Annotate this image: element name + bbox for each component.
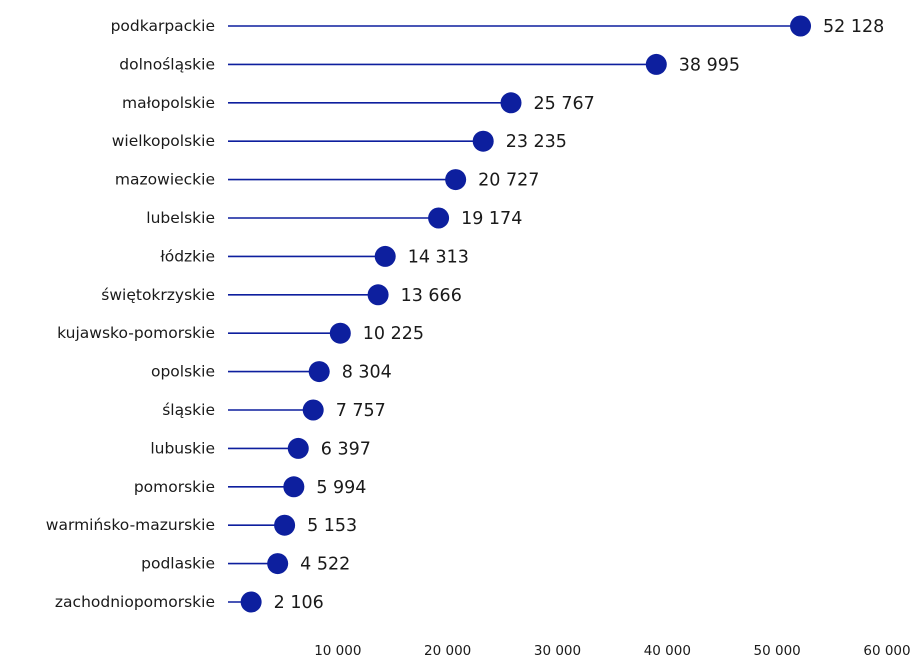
lollipop-dot [308,361,330,383]
category-label: podkarpackie [111,17,215,35]
value-label: 4 522 [300,555,350,575]
x-axis-ticks: 10 000 20 000 30 000 40 000 50 000 60 000 [314,643,910,659]
x-tick-label: 30 000 [534,643,581,659]
lollipop-dot [790,15,812,37]
data-row: kujawsko-pomorskie 10 225 [57,322,424,344]
category-label: łódzkie [160,247,215,265]
data-row: podkarpackie 52 128 [111,15,884,37]
lollipop-dot [367,284,389,306]
data-row: podlaskie 4 522 [141,553,350,575]
value-label: 5 153 [307,516,357,536]
lollipop-dot [445,169,467,191]
data-row: małopolskie 25 767 [122,92,595,114]
data-row: warmińsko-mazurskie 5 153 [46,514,357,536]
lollipop-dot [645,53,667,75]
category-label: opolskie [151,363,215,381]
category-label: świętokrzyskie [101,286,215,304]
data-row: świętokrzyskie 13 666 [101,284,462,306]
value-label: 25 767 [534,94,595,114]
value-label: 14 313 [408,247,469,267]
category-label: mazowieckie [115,171,215,189]
data-row: lubuskie 6 397 [150,437,371,459]
data-row: opolskie 8 304 [151,361,392,383]
data-row: wielkopolskie 23 235 [112,130,567,152]
category-label: zachodniopomorskie [55,593,215,611]
value-label: 5 994 [316,478,366,498]
category-label: pomorskie [134,478,215,496]
lollipop-dot [274,514,296,536]
value-label: 19 174 [461,209,522,229]
value-label: 13 666 [401,286,462,306]
category-label: małopolskie [122,94,215,112]
lollipop-dot [302,399,324,421]
value-label: 38 995 [679,55,740,75]
lollipop-dot [329,322,351,344]
lollipop-dot [283,476,305,498]
value-label: 6 397 [321,439,371,459]
data-row: łódzkie 14 313 [160,245,469,267]
lollipop-dot [287,437,309,459]
data-row: śląskie 7 757 [162,399,386,421]
category-label: warmińsko-mazurskie [46,516,215,534]
category-label: podlaskie [141,555,215,573]
category-label: śląskie [162,401,215,419]
value-label: 20 727 [478,171,539,191]
category-label: dolnośląskie [119,55,215,73]
category-label: wielkopolskie [112,132,215,150]
category-label: lubelskie [146,209,215,227]
value-label: 52 128 [823,17,884,37]
x-tick-label: 10 000 [314,643,361,659]
chart-rows: podkarpackie 52 128 dolnośląskie 38 995 mało… [46,15,884,613]
value-label: 8 304 [342,363,392,383]
lollipop-dot [267,553,289,575]
data-row: dolnośląskie 38 995 [119,53,740,75]
lollipop-dot [500,92,522,114]
lollipop-dot [428,207,450,229]
category-label: lubuskie [150,439,215,457]
lollipop-dot [472,130,494,152]
lollipop-dot [374,245,396,267]
x-tick-label: 60 000 [863,643,910,659]
data-row: zachodniopomorskie 2 106 [55,591,324,613]
x-tick-label: 50 000 [754,643,801,659]
value-label: 7 757 [336,401,386,421]
data-row: lubelskie 19 174 [146,207,522,229]
lollipop-dot [240,591,262,613]
x-tick-label: 40 000 [644,643,691,659]
x-tick-label: 20 000 [424,643,471,659]
data-row: pomorskie 5 994 [134,476,366,498]
data-row: mazowieckie 20 727 [115,169,539,191]
value-label: 10 225 [363,324,424,344]
value-label: 23 235 [506,132,567,152]
value-label: 2 106 [274,593,324,613]
category-label: kujawsko-pomorskie [57,324,215,342]
